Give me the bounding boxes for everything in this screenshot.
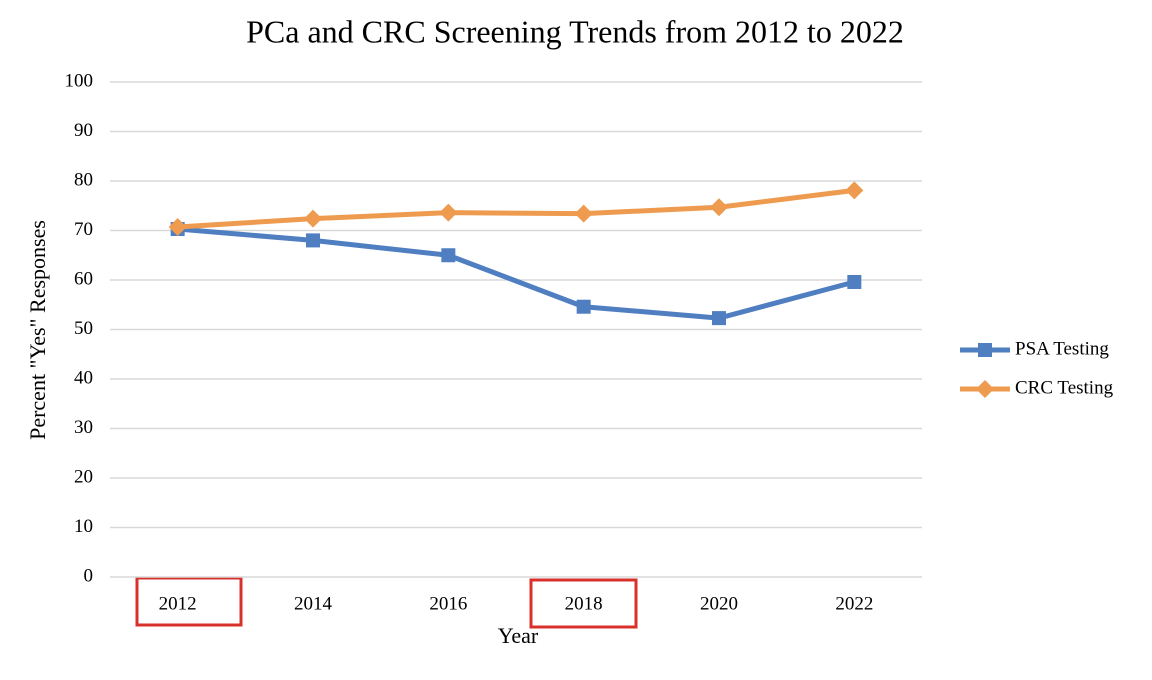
x-tick-label: 2022 <box>835 593 873 614</box>
x-tick-label: 2014 <box>294 593 333 614</box>
x-tick-label: 2016 <box>429 593 467 614</box>
marker <box>168 218 187 237</box>
marker <box>576 299 591 314</box>
y-tick-label: 80 <box>74 169 93 190</box>
y-tick-label: 10 <box>74 516 93 537</box>
legend-label: PSA Testing <box>1015 338 1109 359</box>
legend-marker <box>978 343 992 357</box>
marker <box>845 181 864 200</box>
series-line <box>177 187 855 230</box>
y-axis-title: Percent "Yes" Responses <box>25 220 50 440</box>
marker <box>304 209 322 228</box>
y-tick-label: 0 <box>84 565 94 586</box>
y-tick-label: 100 <box>65 70 94 91</box>
marker <box>306 233 320 248</box>
y-tick-label: 90 <box>74 120 93 141</box>
legend-marker <box>976 380 994 398</box>
y-tick-label: 70 <box>74 219 93 240</box>
marker <box>710 198 728 217</box>
highlight-box <box>529 578 638 629</box>
marker <box>847 274 862 289</box>
y-tick-label: 20 <box>74 466 93 487</box>
y-tick-label: 40 <box>74 367 93 388</box>
marker <box>574 204 593 223</box>
marker <box>712 311 726 326</box>
marker <box>439 203 458 222</box>
chart-title: PCa and CRC Screening Trends from 2012 t… <box>246 13 904 49</box>
x-tick-label: 2012 <box>159 593 197 614</box>
y-tick-label: 60 <box>74 268 93 289</box>
y-tick-label: 50 <box>74 318 93 339</box>
x-tick-label: 2018 <box>565 593 603 614</box>
x-tick-label: 2020 <box>700 593 738 614</box>
highlight-box <box>135 576 243 627</box>
legend-label: CRC Testing <box>1015 377 1114 398</box>
series-line <box>177 226 855 321</box>
marker <box>441 248 456 263</box>
y-tick-label: 30 <box>74 417 93 438</box>
